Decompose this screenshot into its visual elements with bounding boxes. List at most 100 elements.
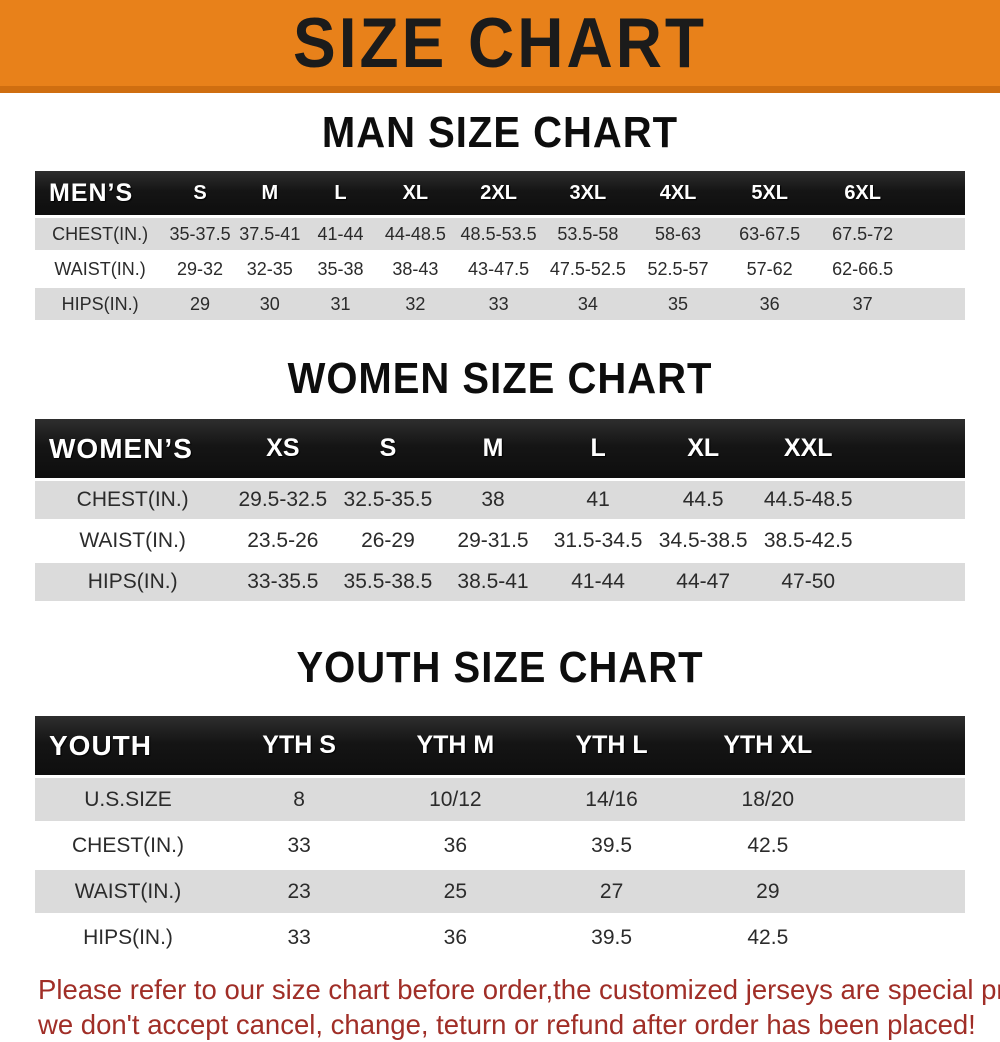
- size-header-cell: L: [304, 171, 377, 215]
- value-cell: 53.5-58: [542, 218, 633, 250]
- value-cell: 29-31.5: [440, 522, 546, 560]
- women-table-label: WOMEN’S: [35, 419, 231, 478]
- filler-cell: [845, 916, 965, 959]
- value-cell: 44.5-48.5: [755, 481, 861, 519]
- size-header-cell: YTH L: [533, 716, 690, 775]
- filler-cell: [909, 288, 965, 320]
- women-heading: WOMEN SIZE CHART: [287, 355, 713, 403]
- value-cell: 14/16: [533, 778, 690, 821]
- value-cell: 37: [816, 288, 910, 320]
- value-cell: 43-47.5: [454, 253, 543, 285]
- value-cell: 26-29: [335, 522, 441, 560]
- value-cell: 29-32: [165, 253, 235, 285]
- value-cell: 63-67.5: [723, 218, 817, 250]
- value-cell: 36: [377, 916, 534, 959]
- value-cell: 33: [221, 824, 378, 867]
- value-cell: 67.5-72: [816, 218, 910, 250]
- value-cell: 32: [376, 288, 455, 320]
- men-size-table: MEN’S S M L XL 2XL 3XL 4XL 5XL 6XL CHEST…: [35, 168, 965, 323]
- filler-cell: [860, 563, 965, 601]
- row-label-cell: CHEST(IN.): [35, 824, 221, 867]
- men-table-label: MEN’S: [35, 171, 166, 215]
- size-header-cell: XL: [376, 171, 455, 215]
- value-cell: 58-63: [632, 218, 724, 250]
- youth-table-label: YOUTH: [35, 716, 221, 775]
- size-header-cell: M: [234, 171, 305, 215]
- row-label-cell: U.S.SIZE: [35, 778, 221, 821]
- filler-cell: [909, 218, 965, 250]
- filler-cell: [860, 481, 965, 519]
- value-cell: 29.5-32.5: [230, 481, 336, 519]
- footer-notice: Please refer to our size chart before or…: [38, 972, 1000, 1042]
- table-row: HIPS(IN.) 33 36 39.5 42.5: [35, 916, 965, 959]
- value-cell: 34: [542, 288, 633, 320]
- row-label-cell: WAIST(IN.): [35, 870, 221, 913]
- size-header-cell: 6XL: [816, 171, 910, 215]
- value-cell: 44-48.5: [376, 218, 455, 250]
- value-cell: 39.5: [533, 824, 690, 867]
- value-cell: 31: [304, 288, 377, 320]
- filler-cell: [845, 778, 965, 821]
- youth-heading: YOUTH SIZE CHART: [296, 644, 704, 692]
- row-label-cell: CHEST(IN.): [35, 218, 166, 250]
- filler-cell: [845, 824, 965, 867]
- value-cell: 23: [221, 870, 378, 913]
- size-header-cell: 5XL: [723, 171, 817, 215]
- size-header-cell: 4XL: [632, 171, 724, 215]
- value-cell: 37.5-41: [234, 218, 305, 250]
- value-cell: 42.5: [689, 916, 846, 959]
- value-cell: 48.5-53.5: [454, 218, 543, 250]
- filler-cell: [860, 522, 965, 560]
- value-cell: 44.5: [650, 481, 756, 519]
- size-header-cell: 3XL: [542, 171, 633, 215]
- filler-cell: [860, 419, 965, 478]
- row-label-cell: HIPS(IN.): [35, 288, 166, 320]
- value-cell: 35.5-38.5: [335, 563, 441, 601]
- women-size-table: WOMEN’S XS S M L XL XXL CHEST(IN.) 29.5-…: [35, 416, 965, 604]
- value-cell: 32-35: [234, 253, 305, 285]
- table-row: CHEST(IN.) 35-37.5 37.5-41 41-44 44-48.5…: [35, 218, 965, 250]
- row-label-cell: WAIST(IN.): [35, 253, 166, 285]
- value-cell: 10/12: [377, 778, 534, 821]
- value-cell: 34.5-38.5: [650, 522, 756, 560]
- value-cell: 35-37.5: [165, 218, 235, 250]
- table-row: CHEST(IN.) 29.5-32.5 32.5-35.5 38 41 44.…: [35, 481, 965, 519]
- table-row: WAIST(IN.) 29-32 32-35 35-38 38-43 43-47…: [35, 253, 965, 285]
- value-cell: 38: [440, 481, 546, 519]
- value-cell: 8: [221, 778, 378, 821]
- filler-cell: [909, 171, 965, 215]
- page-title: SIZE CHART: [293, 3, 707, 83]
- value-cell: 39.5: [533, 916, 690, 959]
- size-header-cell: XL: [650, 419, 756, 478]
- value-cell: 35-38: [304, 253, 377, 285]
- size-header-cell: YTH S: [221, 716, 378, 775]
- youth-section: YOUTH SIZE CHART YOUTH YTH S YTH M YTH L…: [0, 644, 1000, 962]
- notice-line-1: Please refer to our size chart before or…: [38, 974, 1000, 1005]
- row-label-cell: CHEST(IN.): [35, 481, 231, 519]
- row-label-cell: HIPS(IN.): [35, 563, 231, 601]
- value-cell: 33: [454, 288, 543, 320]
- filler-cell: [909, 253, 965, 285]
- value-cell: 30: [234, 288, 305, 320]
- size-header-cell: S: [335, 419, 441, 478]
- size-header-cell: S: [165, 171, 235, 215]
- women-section: WOMEN SIZE CHART WOMEN’S XS S M L XL XXL…: [0, 355, 1000, 604]
- value-cell: 36: [723, 288, 817, 320]
- size-header-cell: L: [545, 419, 651, 478]
- value-cell: 32.5-35.5: [335, 481, 441, 519]
- filler-cell: [845, 716, 965, 775]
- row-label-cell: HIPS(IN.): [35, 916, 221, 959]
- value-cell: 52.5-57: [632, 253, 724, 285]
- value-cell: 41: [545, 481, 651, 519]
- size-header-cell: M: [440, 419, 546, 478]
- youth-size-table: YOUTH YTH S YTH M YTH L YTH XL U.S.SIZE …: [35, 713, 965, 962]
- value-cell: 25: [377, 870, 534, 913]
- value-cell: 38.5-41: [440, 563, 546, 601]
- value-cell: 35: [632, 288, 724, 320]
- value-cell: 23.5-26: [230, 522, 336, 560]
- value-cell: 38-43: [376, 253, 455, 285]
- value-cell: 42.5: [689, 824, 846, 867]
- men-heading: MAN SIZE CHART: [321, 109, 679, 157]
- table-row: U.S.SIZE 8 10/12 14/16 18/20: [35, 778, 965, 821]
- size-header-cell: 2XL: [454, 171, 543, 215]
